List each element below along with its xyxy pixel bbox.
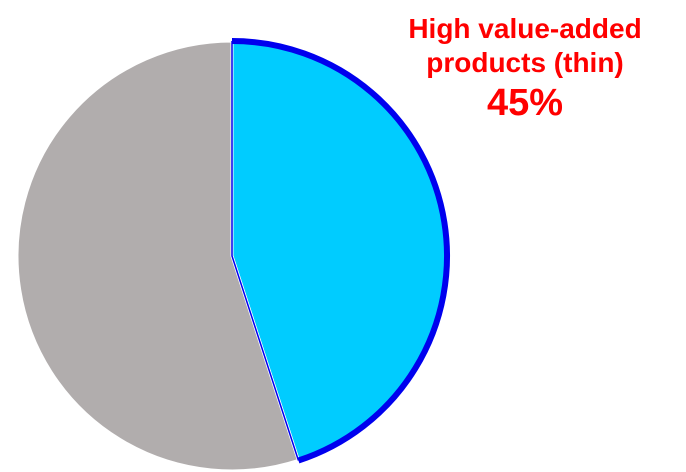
pie-slice-0-outline (231, 38, 450, 464)
pie-slices (15, 38, 450, 472)
pie-slice-0-edge (231, 41, 300, 461)
slice-label-line-1: High value-added (408, 13, 642, 44)
slice-label-line-2: products (thin) (426, 47, 624, 78)
slice-label-high-value-added: High value-added products (thin) 45% (340, 12, 686, 126)
slice-value-label: 45% (486, 82, 564, 124)
pie-slice-1 (15, 39, 300, 472)
